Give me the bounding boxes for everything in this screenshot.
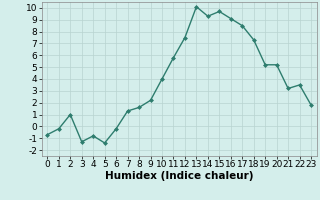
- X-axis label: Humidex (Indice chaleur): Humidex (Indice chaleur): [105, 171, 253, 181]
